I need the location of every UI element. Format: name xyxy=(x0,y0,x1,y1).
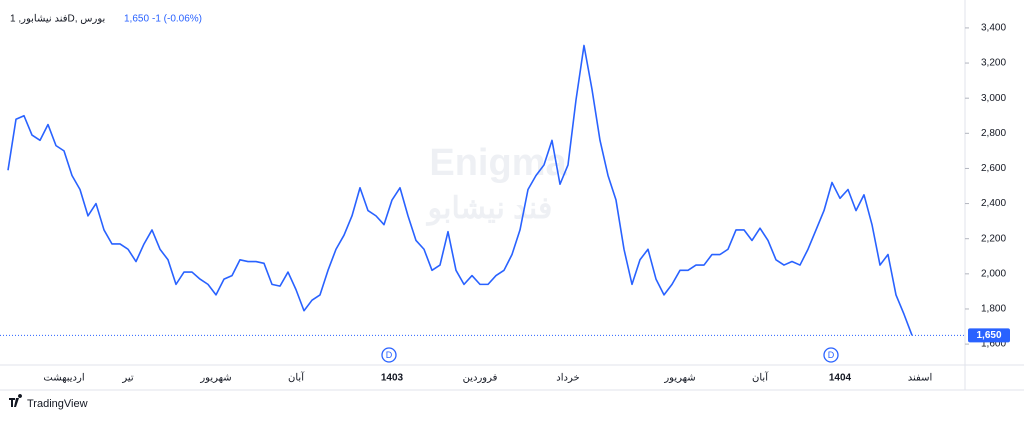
y-tick-label: 2,000 xyxy=(981,268,1006,279)
x-tick-label: آبان xyxy=(288,371,305,384)
brand-logo xyxy=(9,394,23,407)
header-change: -1 (-0.06%) xyxy=(152,14,202,25)
symbol-title: فند نیشابور, 1D, بورس xyxy=(10,14,105,25)
x-tick-label: فروردین xyxy=(463,373,498,384)
y-tick-label: 1,800 xyxy=(981,304,1006,315)
y-tick-label: 2,400 xyxy=(981,198,1006,209)
last-price-tag xyxy=(968,328,1010,343)
x-tick-label: اسفند xyxy=(908,373,932,384)
event-marker-label: D xyxy=(386,350,393,360)
event-marker xyxy=(381,347,397,363)
x-tick-label: شهریور xyxy=(199,373,231,384)
y-tick-label: 2,200 xyxy=(981,233,1006,244)
x-tick-label: 1404 xyxy=(829,373,852,384)
watermark: Enigma xyxy=(429,142,567,184)
y-tick-label: 2,600 xyxy=(981,163,1006,174)
header-price: 1,650 xyxy=(124,14,149,25)
x-tick-label: خرداد xyxy=(556,373,579,384)
x-tick-label: اردیبهشت xyxy=(43,373,84,384)
x-tick-label: 1403 xyxy=(381,373,404,384)
x-tick-label: شهریور xyxy=(663,373,695,384)
y-tick-label: 3,200 xyxy=(981,58,1006,69)
y-tick-label: 1,600 xyxy=(981,339,1006,350)
y-tick-label: 2,800 xyxy=(981,128,1006,139)
event-marker xyxy=(823,347,839,363)
brand-name: TradingView xyxy=(27,398,88,410)
price-line xyxy=(7,44,913,336)
x-tick-label: آبان xyxy=(752,371,769,384)
watermark: فند نیشابو xyxy=(426,192,553,226)
event-marker-label: D xyxy=(828,350,835,360)
y-tick-label: 3,000 xyxy=(981,93,1006,104)
last-price-label: 1,650 xyxy=(976,330,1001,341)
x-tick-label: تیر xyxy=(121,373,134,384)
y-tick-label: 3,400 xyxy=(981,23,1006,34)
